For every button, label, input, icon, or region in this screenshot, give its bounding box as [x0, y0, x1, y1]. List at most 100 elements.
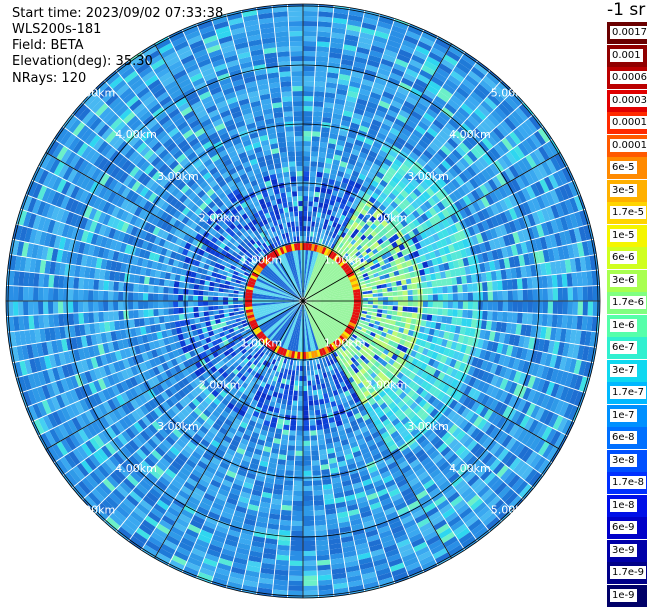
backscatter-cell [426, 159, 438, 171]
backscatter-cell [307, 216, 312, 222]
backscatter-cell [352, 248, 359, 255]
backscatter-cell [569, 212, 579, 229]
backscatter-ring-cell [353, 306, 361, 311]
backscatter-cell [361, 345, 368, 352]
backscatter-cell [377, 292, 383, 298]
backscatter-cell [398, 81, 412, 92]
backscatter-cell [279, 524, 292, 531]
backscatter-cell [531, 313, 538, 326]
backscatter-ring-cell [353, 291, 361, 296]
backscatter-cell [517, 301, 523, 313]
backscatter-cell [462, 138, 474, 151]
backscatter-cell [407, 380, 417, 390]
backscatter-cell [385, 318, 391, 325]
backscatter-cell [541, 461, 553, 476]
backscatter-cell [28, 301, 34, 316]
backscatter-cell [497, 140, 510, 155]
backscatter-cell [316, 429, 325, 436]
backscatter-cell [490, 89, 505, 103]
backscatter-cell [549, 397, 560, 413]
backscatter-cell [578, 209, 588, 226]
backscatter-cell [311, 465, 321, 471]
backscatter-cell [562, 244, 570, 260]
backscatter-cell [323, 102, 335, 109]
backscatter-cell [362, 294, 368, 298]
backscatter-cell [353, 165, 362, 174]
backscatter-cell [437, 221, 446, 231]
backscatter-cell [511, 110, 525, 125]
backscatter-cell [517, 142, 530, 157]
backscatter-cell [493, 352, 501, 365]
backscatter-cell [372, 114, 385, 123]
backscatter-cell [357, 322, 364, 328]
backscatter-cell [488, 70, 502, 82]
backscatter-cell [347, 132, 358, 140]
backscatter-cell [343, 172, 352, 180]
backscatter-cell [389, 319, 396, 326]
backscatter-cell [511, 91, 524, 104]
backscatter-cell [494, 201, 504, 214]
backscatter-cell [502, 290, 508, 301]
backscatter-cell [455, 160, 467, 172]
backscatter-cell [403, 123, 415, 134]
backscatter-cell [463, 118, 477, 132]
backscatter-cell [507, 474, 521, 489]
backscatter-cell [382, 287, 388, 293]
backscatter-cell [505, 322, 512, 334]
backscatter-cell [371, 40, 387, 49]
backscatter-cell [583, 377, 590, 393]
backscatter-cell [349, 260, 356, 266]
backscatter-cell [337, 191, 345, 199]
backscatter-ring-cell [353, 303, 361, 308]
backscatter-cell [531, 197, 542, 212]
backscatter-cell [420, 371, 429, 380]
backscatter-cell [493, 259, 501, 271]
backscatter-cell [347, 338, 354, 345]
backscatter-cell [556, 273, 563, 288]
backscatter-cell [476, 198, 486, 211]
backscatter-cell [314, 86, 326, 93]
backscatter-cell [583, 224, 592, 241]
backscatter-cell [303, 425, 310, 431]
backscatter-cell [470, 162, 481, 175]
backscatter-cell [496, 342, 504, 355]
backscatter-cell [403, 141, 415, 152]
backscatter-cell [322, 107, 334, 114]
backscatter-cell [350, 238, 357, 246]
backscatter-cell [369, 91, 382, 101]
backscatter-cell [466, 95, 481, 108]
backscatter-cell [334, 234, 341, 241]
backscatter-cell [295, 430, 303, 436]
backscatter-cell [474, 347, 482, 359]
backscatter-cell [395, 154, 406, 164]
backscatter-cell [362, 74, 376, 83]
backscatter-cell [566, 314, 573, 330]
backscatter-cell [484, 396, 495, 409]
backscatter-cell [410, 336, 418, 344]
backscatter-cell [312, 201, 319, 208]
backscatter-cell [353, 265, 360, 271]
backscatter-cell [417, 262, 424, 270]
backscatter-cell [303, 166, 311, 172]
backscatter-cell [307, 301, 363, 305]
backscatter-cell [389, 276, 396, 283]
backscatter-cell [459, 326, 466, 336]
backscatter-cell [525, 136, 538, 152]
backscatter-cell [545, 381, 555, 396]
backscatter-cell [490, 320, 497, 332]
backscatter-cell [340, 156, 350, 164]
backscatter-cell [391, 122, 403, 133]
backscatter-ring-cell [300, 351, 303, 359]
backscatter-cell [472, 337, 480, 348]
backscatter-cell [408, 151, 420, 162]
backscatter-cell [452, 401, 463, 413]
backscatter-cell [517, 203, 528, 217]
backscatter-cell [549, 156, 562, 172]
backscatter-cell [550, 139, 561, 154]
backscatter-cell [303, 380, 308, 387]
backscatter-cell [332, 159, 341, 166]
backscatter-cell [303, 161, 311, 167]
backscatter-cell [338, 73, 351, 81]
backscatter-cell [304, 243, 322, 298]
backscatter-cell [483, 96, 498, 111]
